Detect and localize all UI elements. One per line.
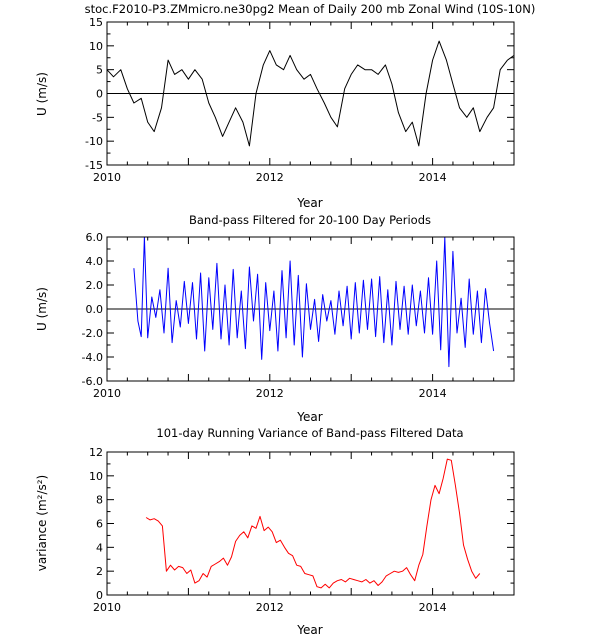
- series-layer: [145, 458, 481, 589]
- y-tick-label: 0.0: [86, 303, 104, 316]
- y-axis-label: U (m/s): [35, 287, 49, 331]
- x-tick-label: 2012: [256, 171, 284, 184]
- plot-frame: [106, 236, 515, 382]
- plot-frame: [106, 21, 515, 166]
- series-line: [106, 40, 515, 147]
- panel-title: Band-pass Filtered for 20-100 Day Period…: [189, 213, 431, 227]
- x-axis-label: Year: [296, 196, 322, 210]
- y-tick-label: 8: [96, 494, 103, 507]
- series-layer: [106, 40, 515, 147]
- y-tick-label: 0: [96, 88, 103, 101]
- x-tick-label: 2010: [93, 387, 121, 400]
- series-line: [145, 458, 481, 589]
- y-axis-label: U (m/s): [35, 72, 49, 116]
- y-tick-label: -5: [92, 111, 103, 124]
- y-tick-label: 5: [96, 64, 103, 77]
- x-tick-label: 2012: [256, 387, 284, 400]
- y-axis-label: variance (m²/s²): [35, 475, 49, 571]
- tick-layer: 2010 2012 2014 -15 -10 -5 0 5 10 15: [85, 16, 515, 184]
- y-tick-label: 2.0: [86, 279, 104, 292]
- y-tick-label: -6.0: [82, 375, 103, 388]
- panel-variance: 101-day Running Variance of Band-pass Fi…: [35, 426, 515, 637]
- y-tick-label: 4.0: [86, 255, 104, 268]
- x-tick-label: 2010: [93, 171, 121, 184]
- y-tick-label: 12: [89, 446, 103, 459]
- y-tick-label: 6.0: [86, 231, 104, 244]
- x-axis-label: Year: [296, 623, 322, 637]
- series-layer: [107, 236, 514, 368]
- y-tick-label: -10: [85, 135, 103, 148]
- y-tick-label: 2: [96, 565, 103, 578]
- tick-layer: 2010 2012 2014 0 2 4 6 8 10 12: [89, 446, 515, 614]
- y-tick-label: -15: [85, 159, 103, 172]
- x-tick-label: 2012: [256, 601, 284, 614]
- panel-title: stoc.F2010-P3.ZMmicro.ne30pg2 Mean of Da…: [85, 2, 536, 16]
- y-tick-label: 4: [96, 541, 103, 554]
- x-tick-label: 2010: [93, 601, 121, 614]
- y-tick-label: 15: [89, 16, 103, 29]
- panel-daily-wind: stoc.F2010-P3.ZMmicro.ne30pg2 Mean of Da…: [35, 2, 535, 210]
- tick-layer: 2010 2012 2014 -6.0 -4.0 -2.0 0.0 2.0 4.0 6.0: [82, 231, 515, 400]
- y-tick-label: 10: [89, 470, 103, 483]
- x-tick-label: 2014: [419, 601, 447, 614]
- y-tick-label: -2.0: [82, 327, 103, 340]
- y-tick-label: 10: [89, 40, 103, 53]
- x-tick-label: 2014: [419, 387, 447, 400]
- plot-frame: [106, 451, 515, 596]
- panel-title: 101-day Running Variance of Band-pass Fi…: [156, 426, 463, 440]
- series-line: [133, 236, 495, 368]
- y-tick-label: -4.0: [82, 351, 103, 364]
- y-tick-label: 0: [96, 589, 103, 602]
- panel-bandpass: Band-pass Filtered for 20-100 Day Period…: [35, 213, 515, 424]
- x-axis-label: Year: [296, 410, 322, 424]
- y-tick-label: 6: [96, 518, 103, 531]
- x-tick-label: 2014: [419, 171, 447, 184]
